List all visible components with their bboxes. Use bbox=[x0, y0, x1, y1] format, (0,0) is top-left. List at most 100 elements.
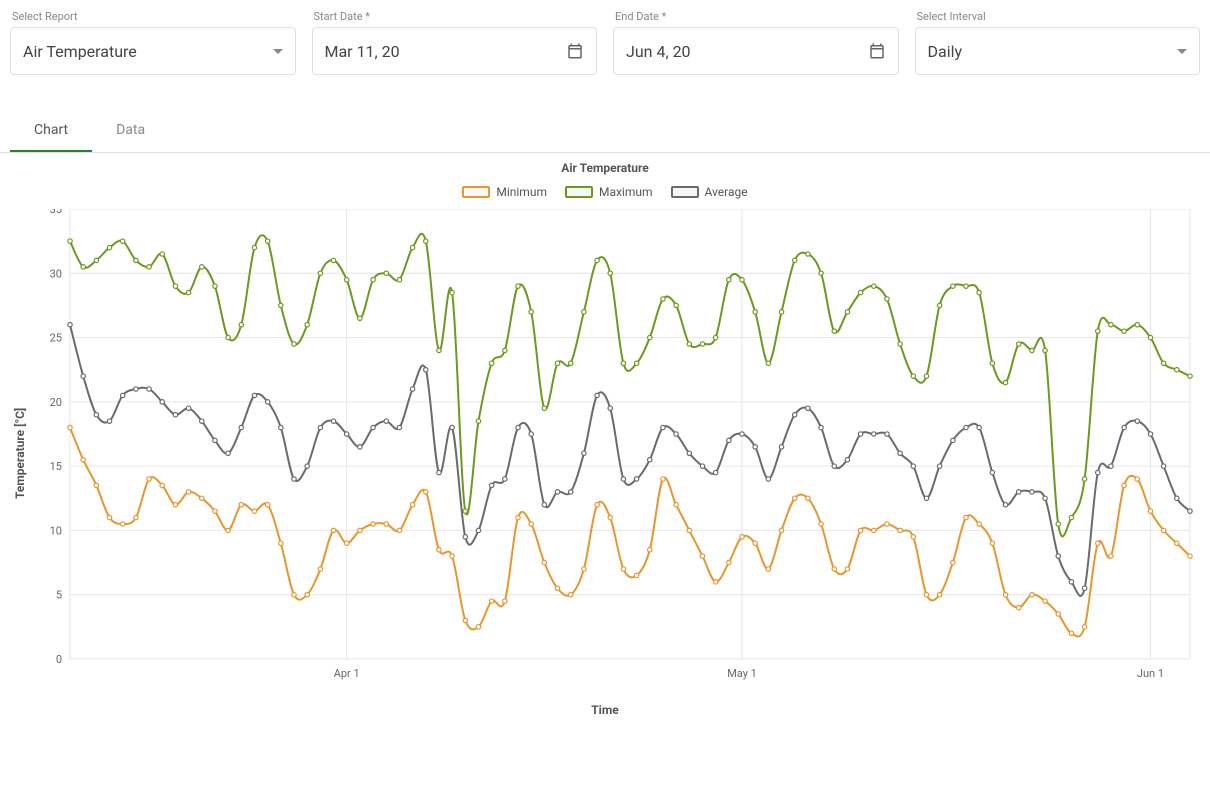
data-point[interactable] bbox=[371, 278, 375, 282]
data-point[interactable] bbox=[885, 297, 889, 301]
data-point[interactable] bbox=[713, 580, 717, 584]
data-point[interactable] bbox=[292, 477, 296, 481]
data-point[interactable] bbox=[121, 239, 125, 243]
data-point[interactable] bbox=[516, 284, 520, 288]
data-point[interactable] bbox=[1043, 599, 1047, 603]
data-point[interactable] bbox=[410, 387, 414, 391]
data-point[interactable] bbox=[793, 413, 797, 417]
data-point[interactable] bbox=[173, 503, 177, 507]
data-point[interactable] bbox=[1122, 483, 1126, 487]
data-point[interactable] bbox=[252, 509, 256, 513]
data-point[interactable] bbox=[345, 278, 349, 282]
data-point[interactable] bbox=[384, 522, 388, 526]
data-point[interactable] bbox=[569, 490, 573, 494]
data-point[interactable] bbox=[503, 599, 507, 603]
data-point[interactable] bbox=[305, 464, 309, 468]
data-point[interactable] bbox=[226, 528, 230, 532]
data-point[interactable] bbox=[213, 284, 217, 288]
data-point[interactable] bbox=[1135, 477, 1139, 481]
data-point[interactable] bbox=[1188, 509, 1192, 513]
data-point[interactable] bbox=[1109, 554, 1113, 558]
data-point[interactable] bbox=[1043, 496, 1047, 500]
data-point[interactable] bbox=[1043, 348, 1047, 352]
data-point[interactable] bbox=[371, 522, 375, 526]
data-point[interactable] bbox=[885, 522, 889, 526]
data-point[interactable] bbox=[555, 361, 559, 365]
data-point[interactable] bbox=[1109, 323, 1113, 327]
data-point[interactable] bbox=[318, 567, 322, 571]
data-point[interactable] bbox=[1122, 425, 1126, 429]
data-point[interactable] bbox=[634, 477, 638, 481]
data-point[interactable] bbox=[990, 541, 994, 545]
data-point[interactable] bbox=[595, 258, 599, 262]
data-point[interactable] bbox=[450, 425, 454, 429]
interval-select[interactable]: Daily bbox=[915, 27, 1201, 75]
data-point[interactable] bbox=[937, 464, 941, 468]
data-point[interactable] bbox=[648, 335, 652, 339]
start-date-input[interactable]: Mar 11, 20 bbox=[312, 27, 598, 75]
data-point[interactable] bbox=[687, 451, 691, 455]
data-point[interactable] bbox=[424, 490, 428, 494]
data-point[interactable] bbox=[582, 451, 586, 455]
data-point[interactable] bbox=[476, 528, 480, 532]
data-point[interactable] bbox=[226, 335, 230, 339]
data-point[interactable] bbox=[226, 451, 230, 455]
data-point[interactable] bbox=[964, 515, 968, 519]
data-point[interactable] bbox=[819, 271, 823, 275]
data-point[interactable] bbox=[305, 323, 309, 327]
data-point[interactable] bbox=[674, 303, 678, 307]
data-point[interactable] bbox=[489, 361, 493, 365]
data-point[interactable] bbox=[1161, 464, 1165, 468]
data-point[interactable] bbox=[279, 541, 283, 545]
data-point[interactable] bbox=[1148, 335, 1152, 339]
data-point[interactable] bbox=[727, 278, 731, 282]
data-point[interactable] bbox=[1017, 605, 1021, 609]
data-point[interactable] bbox=[252, 245, 256, 249]
end-date-input[interactable]: Jun 4, 20 bbox=[613, 27, 899, 75]
data-point[interactable] bbox=[1175, 368, 1179, 372]
data-point[interactable] bbox=[924, 496, 928, 500]
data-point[interactable] bbox=[450, 290, 454, 294]
data-point[interactable] bbox=[107, 419, 111, 423]
data-point[interactable] bbox=[134, 515, 138, 519]
data-point[interactable] bbox=[121, 393, 125, 397]
data-point[interactable] bbox=[239, 425, 243, 429]
data-point[interactable] bbox=[569, 593, 573, 597]
data-point[interactable] bbox=[1188, 554, 1192, 558]
data-point[interactable] bbox=[107, 245, 111, 249]
data-point[interactable] bbox=[911, 374, 915, 378]
data-point[interactable] bbox=[753, 310, 757, 314]
data-point[interactable] bbox=[595, 393, 599, 397]
data-point[interactable] bbox=[147, 265, 151, 269]
data-point[interactable] bbox=[911, 464, 915, 468]
data-point[interactable] bbox=[740, 278, 744, 282]
data-point[interactable] bbox=[1122, 329, 1126, 333]
data-point[interactable] bbox=[1096, 470, 1100, 474]
data-point[interactable] bbox=[924, 593, 928, 597]
data-point[interactable] bbox=[951, 560, 955, 564]
data-point[interactable] bbox=[134, 387, 138, 391]
data-point[interactable] bbox=[977, 425, 981, 429]
data-point[interactable] bbox=[279, 425, 283, 429]
data-point[interactable] bbox=[1030, 593, 1034, 597]
data-point[interactable] bbox=[397, 528, 401, 532]
data-point[interactable] bbox=[832, 329, 836, 333]
data-point[interactable] bbox=[977, 522, 981, 526]
data-point[interactable] bbox=[542, 406, 546, 410]
data-point[interactable] bbox=[727, 438, 731, 442]
data-point[interactable] bbox=[1003, 593, 1007, 597]
data-point[interactable] bbox=[200, 265, 204, 269]
data-point[interactable] bbox=[582, 567, 586, 571]
data-point[interactable] bbox=[410, 503, 414, 507]
data-point[interactable] bbox=[173, 284, 177, 288]
data-point[interactable] bbox=[489, 599, 493, 603]
data-point[interactable] bbox=[845, 567, 849, 571]
data-point[interactable] bbox=[713, 335, 717, 339]
data-point[interactable] bbox=[1056, 522, 1060, 526]
data-point[interactable] bbox=[1056, 554, 1060, 558]
data-point[interactable] bbox=[1161, 528, 1165, 532]
data-point[interactable] bbox=[384, 271, 388, 275]
data-point[interactable] bbox=[160, 483, 164, 487]
data-point[interactable] bbox=[186, 290, 190, 294]
data-point[interactable] bbox=[463, 509, 467, 513]
